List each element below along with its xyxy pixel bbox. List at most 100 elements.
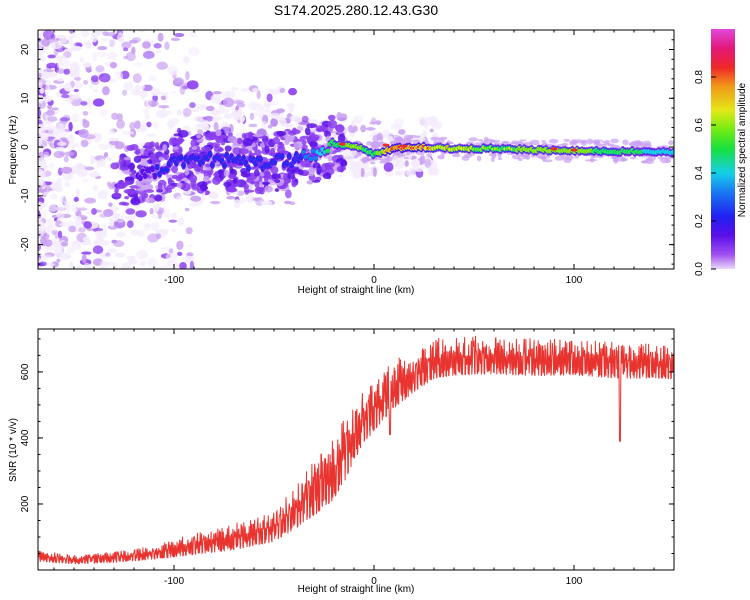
spectrogram-noise-cell — [100, 108, 108, 117]
colorbar-ticks: 0.0 0.2 0.4 0.6 0.8 — [694, 70, 716, 276]
spectrogram-ridge-core — [309, 157, 313, 161]
spectrogram-noise-cell — [70, 113, 80, 123]
spectrogram-noise-cell — [394, 172, 403, 176]
spectrogram-noise-cell — [38, 201, 44, 210]
spectrogram-cloud-cell — [171, 165, 178, 174]
spectrogram-noise-cell — [108, 137, 119, 142]
spectrogram-noise-cell — [60, 166, 73, 174]
spectrogram-cloud-cell — [259, 170, 266, 177]
spectrogram-noise-cell — [279, 117, 287, 127]
spectrogram-noise-cell — [84, 197, 97, 204]
spectrogram-noise-cell — [38, 243, 42, 252]
spectrogram-noise-cell — [92, 245, 104, 254]
spectrogram-noise-cell — [224, 113, 233, 120]
spectrogram-cloud-cell — [224, 145, 232, 152]
spectrogram-noise-cell — [76, 207, 88, 211]
spectrogram-cloud-cell — [252, 133, 264, 138]
spectrogram-noise-cell — [152, 94, 158, 102]
spectrogram-cloud-cell — [166, 184, 176, 190]
spectrogram-noise-cell — [141, 121, 146, 130]
spectrogram-noise-cell — [233, 199, 241, 208]
spectrogram-noise-cell — [224, 90, 236, 99]
spectrogram-noise-cell — [109, 61, 118, 69]
spectrogram-cloud-cell — [202, 175, 210, 183]
spectrogram-noise-cell — [167, 65, 179, 76]
spectrogram-halo-cell — [657, 156, 665, 160]
spectrogram-noise-cell — [83, 221, 92, 229]
spectrogram-noise-cell — [125, 208, 136, 215]
spectrogram-noise-cell — [82, 178, 89, 183]
spectrogram-noise-cell — [108, 128, 115, 135]
spectrogram-halo-cell — [415, 135, 421, 139]
spectrogram-cloud-cell — [214, 144, 219, 148]
spectrogram-noise-cell — [142, 50, 155, 59]
spectrogram-ridge-core — [289, 163, 294, 167]
spectrogram-noise-cell — [56, 258, 61, 263]
spectrogram-ridge-core — [299, 155, 304, 159]
spectrogram-cloud-cell — [184, 168, 190, 176]
spectrogram-halo-cell — [497, 157, 503, 161]
spectrogram-cloud-cell — [175, 175, 182, 182]
spectrogram-noise-cell — [132, 73, 142, 84]
spectrogram-noise-cell — [90, 34, 98, 43]
spectrogram-noise-cell — [82, 62, 92, 68]
spectrogram-cloud-cell — [134, 150, 140, 155]
spectrogram-cloud-cell — [191, 146, 198, 150]
spectrogram-noise-cell — [422, 130, 427, 138]
spectrogram-cloud-cell — [241, 133, 247, 139]
spectrogram-halo-cell — [529, 139, 540, 146]
spectrogram-cloud-cell — [328, 155, 333, 162]
spectrogram-noise-cell — [267, 124, 273, 129]
spectrogram-noise-cell — [55, 34, 67, 39]
spectrogram-noise-cell — [186, 252, 194, 257]
spectrogram-cloud-cell — [118, 156, 125, 166]
spectrogram-marks — [38, 30, 674, 269]
spectrogram-noise-cell — [109, 140, 120, 146]
spectrogram-ridge-core — [258, 157, 263, 161]
spectrogram-noise-cell — [428, 165, 438, 175]
spectrogram-noise-cell — [60, 94, 70, 99]
spectrogram-ridge-core — [167, 162, 171, 166]
spectrogram-halo-cell — [369, 161, 376, 165]
spectrogram-halo-cell — [612, 158, 617, 162]
spectrogram-cloud-cell — [286, 135, 295, 142]
spectrogram-noise-cell — [76, 210, 82, 215]
spectrogram-noise-cell — [266, 106, 271, 117]
spectrogram-halo-cell — [570, 139, 577, 142]
spectrogram-noise-cell — [90, 155, 95, 165]
spectrogram-noise-cell — [171, 228, 176, 233]
snr-y-tick-label: 600 — [20, 363, 31, 380]
spectrogram-noise-cell — [92, 98, 105, 107]
spectrogram-noise-cell — [144, 113, 151, 120]
snr-background — [38, 329, 674, 570]
spectrogram-cloud-cell — [172, 146, 179, 150]
spectrogram-noise-cell — [55, 146, 66, 152]
spectrogram-cloud-cell — [145, 197, 155, 204]
spectrogram-noise-cell — [100, 38, 112, 42]
spectrogram-cloud-cell — [128, 168, 136, 178]
spectrogram-noise-cell — [230, 87, 239, 91]
spectrogram-noise-cell — [184, 207, 190, 212]
spectrogram-noise-cell — [160, 95, 167, 101]
spectrogram-noise-cell — [59, 195, 67, 204]
spectrogram-noise-cell — [55, 206, 66, 212]
spectrogram-noise-cell — [48, 204, 57, 212]
spectrogram-cloud-cell — [291, 181, 297, 188]
spectrogram-cloud-cell — [250, 181, 255, 185]
spectrogram-cloud-cell — [264, 185, 273, 193]
spectrogram-halo-cell — [468, 137, 479, 142]
spectrogram-noise-cell — [256, 113, 266, 117]
spectrogram-noise-cell — [106, 156, 112, 161]
spectrogram-noise-cell — [59, 222, 71, 227]
spectrogram-noise-cell — [390, 123, 403, 131]
spectrogram-noise-cell — [212, 90, 222, 95]
spectrogram-noise-cell — [151, 214, 159, 219]
spectrogram-cloud-cell — [181, 182, 191, 192]
spectrogram-halo-cell — [579, 139, 588, 143]
spectrogram-cloud-cell — [189, 174, 198, 183]
spectrogram-noise-cell — [71, 65, 79, 76]
spectrogram-noise-cell — [176, 195, 183, 201]
spectrogram-noise-cell — [80, 30, 90, 38]
spectrogram-cloud-cell — [128, 162, 136, 171]
spectrogram-noise-cell — [70, 240, 82, 250]
